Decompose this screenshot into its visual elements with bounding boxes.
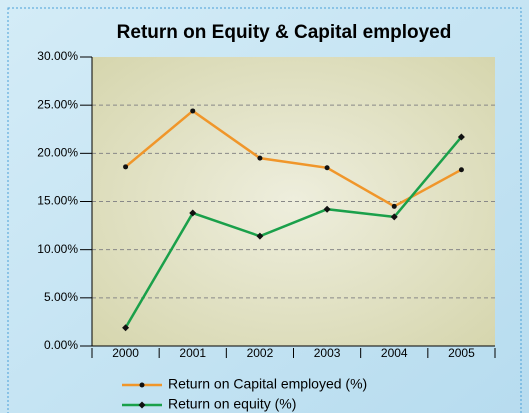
chart-title: Return on Equity & Capital employed [117, 22, 452, 43]
point-marker [324, 165, 330, 171]
x-tick-label: 2005 [448, 346, 475, 360]
x-tick-label: 2004 [381, 346, 408, 360]
legend-label: Return on equity (%) [168, 396, 296, 412]
legend-marker [138, 401, 146, 409]
x-tick-label: 2003 [314, 346, 341, 360]
y-tick-label: 20.00% [37, 146, 78, 160]
point-marker [390, 213, 398, 221]
point-marker [257, 155, 263, 161]
point-marker [190, 108, 196, 114]
series-line [124, 136, 463, 329]
y-tick-label: 10.00% [37, 242, 78, 256]
x-tick-label: 2000 [112, 346, 139, 360]
point-marker [458, 167, 464, 173]
point-marker [123, 164, 129, 170]
point-marker [391, 203, 397, 209]
y-tick-label: 0.00% [44, 338, 78, 352]
point-marker [189, 209, 197, 217]
y-tick-label: 15.00% [37, 194, 78, 208]
series-line [124, 109, 463, 208]
point-marker [323, 205, 331, 213]
point-marker [256, 232, 264, 240]
legend-label: Return on Capital employed (%) [168, 376, 367, 392]
legend-marker [139, 382, 145, 388]
x-tick-label: 2002 [247, 346, 274, 360]
y-tick-label: 25.00% [37, 97, 78, 111]
chart-border [7, 7, 522, 413]
point-marker [122, 324, 130, 332]
y-tick-label: 30.00% [37, 49, 78, 63]
y-tick-label: 5.00% [44, 290, 78, 304]
plot-area [92, 57, 495, 346]
x-tick-label: 2001 [179, 346, 206, 360]
point-marker [457, 133, 465, 141]
